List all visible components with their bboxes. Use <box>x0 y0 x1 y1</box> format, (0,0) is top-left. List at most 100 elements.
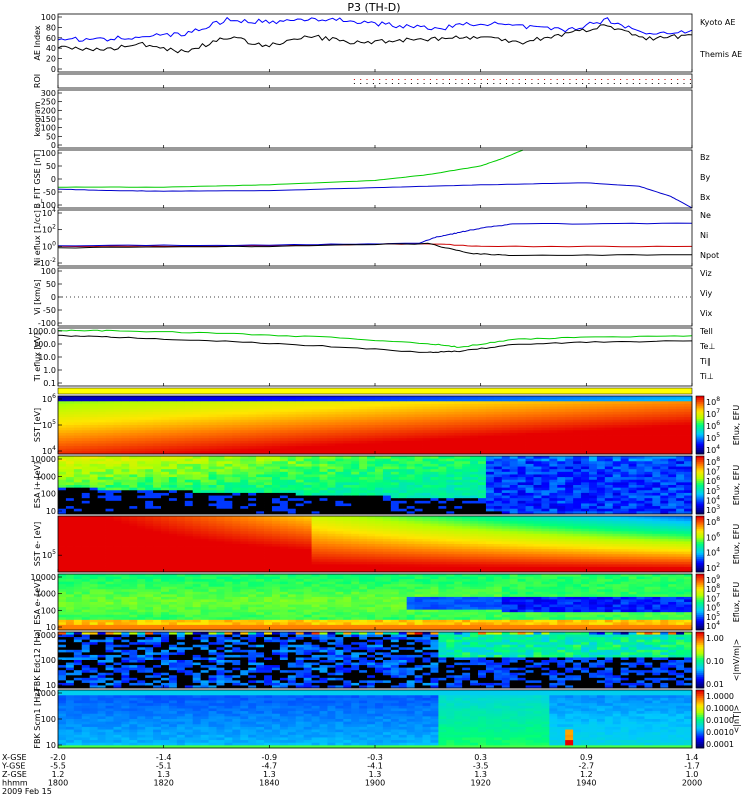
spectrogram-cell <box>65 536 75 540</box>
spectrogram-cell <box>271 485 281 489</box>
spectrogram-cell <box>248 461 257 465</box>
spectrogram-cell <box>216 471 225 475</box>
spectrogram-cell <box>557 536 566 540</box>
spectrogram-cell <box>367 448 376 452</box>
spectrogram-cell <box>390 458 400 462</box>
spectrogram-cell <box>129 401 138 405</box>
spectrogram-cell <box>303 466 312 470</box>
spectrogram-cell <box>676 398 685 402</box>
spectrogram-cell <box>525 469 534 473</box>
spectrogram-cell <box>161 403 170 407</box>
spectrogram-cell <box>478 549 487 553</box>
spectrogram-cell <box>596 448 606 452</box>
spectrogram-cell <box>176 458 186 462</box>
spectrogram-cell <box>351 498 360 502</box>
spectrogram-cell <box>628 511 637 515</box>
spectrogram-cell <box>97 398 106 402</box>
spectrogram-cell <box>145 419 154 423</box>
spectrogram-cell <box>105 479 114 483</box>
spectrogram-cell <box>588 401 598 405</box>
spectrogram-cell <box>652 430 661 434</box>
spectrogram-cell <box>121 546 130 550</box>
spectrogram-cell <box>470 458 479 462</box>
spectrogram-cell <box>375 482 384 486</box>
spectrogram-cell <box>581 396 590 400</box>
spectrogram-cell <box>652 435 661 439</box>
spectrogram-cell <box>168 401 178 405</box>
spectrogram-cell <box>145 422 154 426</box>
spectrogram-cell <box>604 490 614 494</box>
spectrogram-cell <box>581 411 590 415</box>
spectrogram-cell <box>478 554 487 558</box>
colorbar-cell <box>696 401 704 405</box>
spectrogram-cell <box>137 422 146 426</box>
spectrogram-cell <box>232 544 241 547</box>
colorbar-cell <box>696 479 704 482</box>
spectrogram-cell <box>478 427 487 431</box>
spectrogram-cell <box>454 411 463 415</box>
spectrogram-cell <box>295 521 305 525</box>
spectrogram-cell <box>525 422 534 426</box>
spectrogram-cell <box>573 471 582 475</box>
spectrogram-cell <box>517 528 526 532</box>
spectrogram-cell <box>390 406 400 410</box>
spectrogram-cell <box>644 479 653 483</box>
spectrogram-cell <box>573 479 582 483</box>
spectrogram-cell <box>97 419 106 423</box>
spectrogram-cell <box>121 409 130 413</box>
spectrogram-cell <box>184 438 194 442</box>
spectrogram-cell <box>271 556 281 560</box>
spectrogram-cell <box>153 461 162 465</box>
spectrogram-cell <box>620 458 629 462</box>
spectrogram-cell <box>525 432 534 436</box>
spectrogram-cell <box>319 430 328 434</box>
spectrogram-cell <box>375 569 384 573</box>
spectrogram-cell <box>311 451 320 455</box>
spectrogram-cell <box>446 403 455 407</box>
spectrogram-cell <box>192 546 202 550</box>
spectrogram-cell <box>121 440 130 444</box>
spectrogram-cell <box>89 414 99 418</box>
spectrogram-cell <box>97 409 106 413</box>
spectrogram-cell <box>470 511 479 515</box>
spectrogram-cell <box>73 396 83 400</box>
spectrogram-cell <box>359 523 368 527</box>
spectrogram-cell <box>549 561 558 565</box>
spectrogram-cell <box>129 463 138 467</box>
spectrogram-cell <box>343 401 352 405</box>
spectrogram-cell <box>676 474 685 478</box>
spectrogram-cell <box>509 422 519 426</box>
spectrogram-cell <box>398 549 408 553</box>
spectrogram-cell <box>145 561 154 565</box>
spectrogram-cell <box>192 451 202 455</box>
spectrogram-cell <box>58 458 67 462</box>
spectrogram-cell <box>97 528 106 532</box>
spectrogram-cell <box>644 401 653 405</box>
spectrogram-cell <box>398 506 408 510</box>
spectrogram-cell <box>248 427 257 431</box>
spectrogram-cell <box>676 456 685 460</box>
spectrogram-cell <box>485 406 495 410</box>
spectrogram-cell <box>89 546 99 550</box>
spectrogram-cell <box>65 446 75 450</box>
spectrogram-cell <box>549 406 558 410</box>
spectrogram-cell <box>311 443 320 447</box>
spectrogram-cell <box>533 490 542 494</box>
spectrogram-cell <box>248 528 257 532</box>
spectrogram-cell <box>446 487 455 491</box>
spectrogram-cell <box>264 477 273 481</box>
spectrogram-cell <box>581 477 590 481</box>
spectrogram-cell <box>248 536 257 540</box>
spectrogram-cell <box>596 458 606 462</box>
spectrogram-cell <box>279 518 289 522</box>
spectrogram-cell <box>216 551 225 555</box>
spectrogram-cell <box>145 425 154 429</box>
spectrogram-cell <box>541 526 550 530</box>
spectrogram-cell <box>501 508 511 512</box>
spectrogram-cell <box>279 474 289 478</box>
spectrogram-cell <box>224 456 233 460</box>
spectrogram-cell <box>224 516 233 519</box>
colorbar-cell <box>696 469 704 472</box>
spectrogram-cell <box>414 438 423 442</box>
spectrogram-cell <box>485 477 495 481</box>
